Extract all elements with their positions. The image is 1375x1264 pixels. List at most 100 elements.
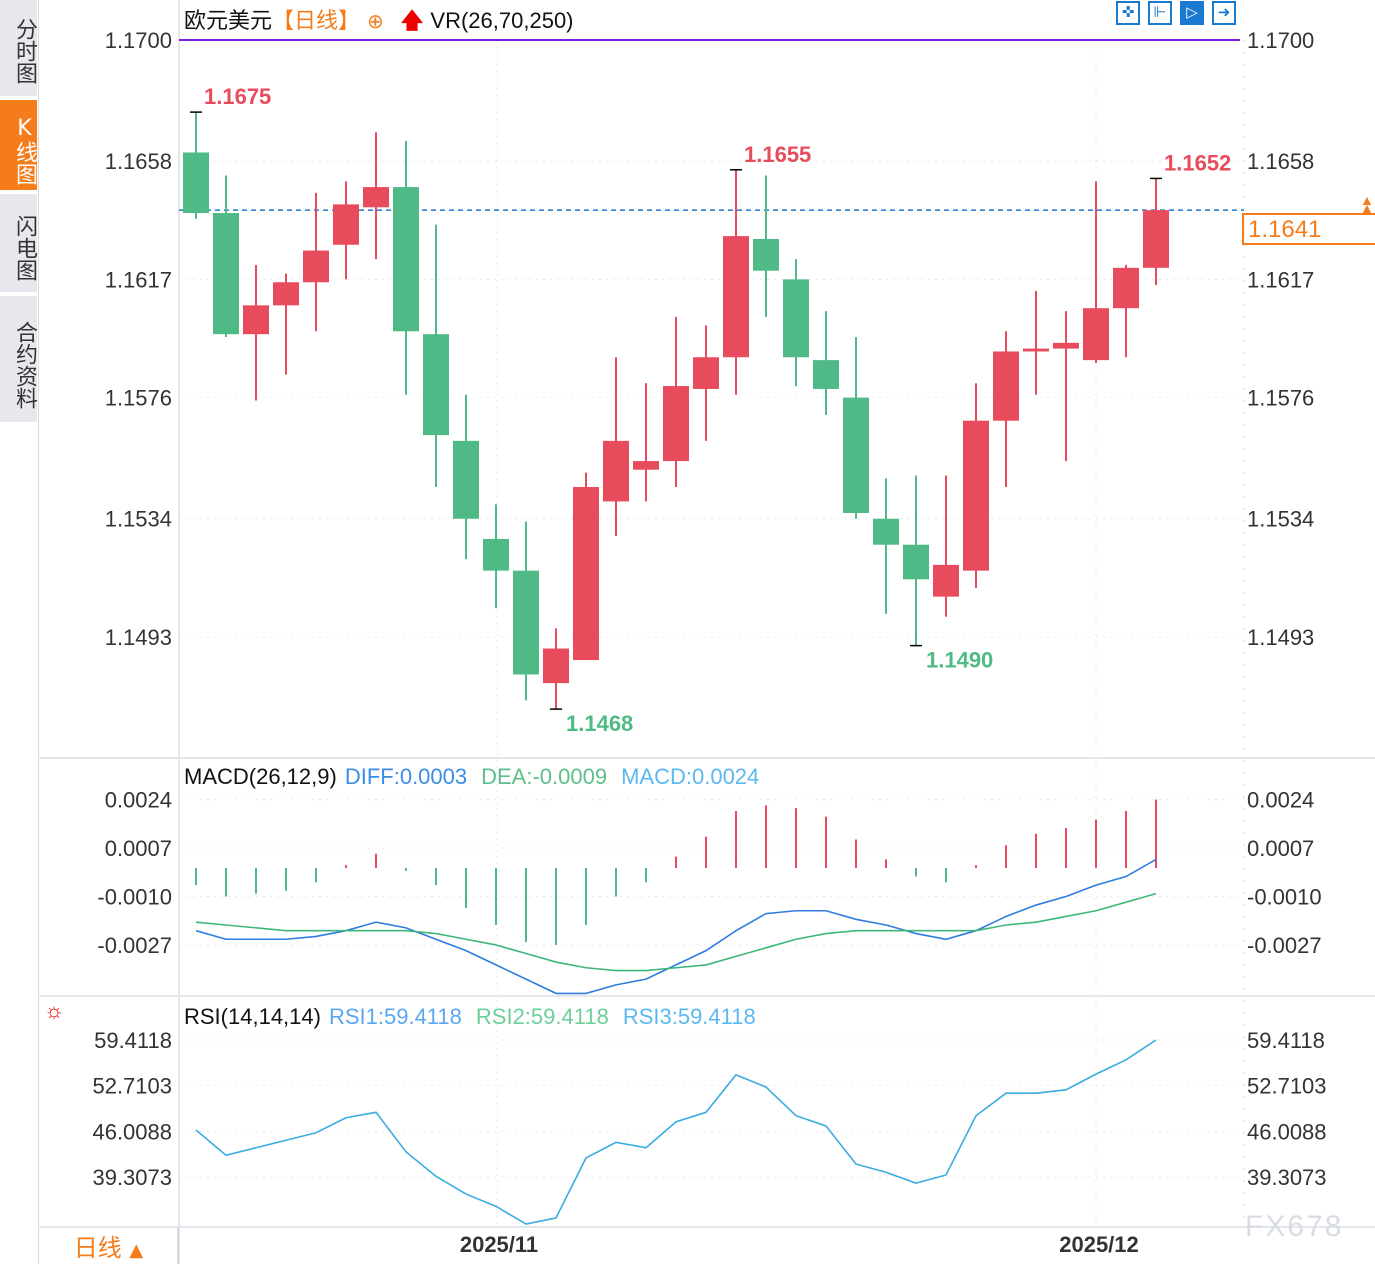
candle-body (933, 564, 959, 597)
candle-body (1143, 210, 1169, 268)
x-tick-label: 2025/12 (1059, 1232, 1139, 1257)
y-tick-label: -0.0027 (97, 933, 172, 958)
high-price-label: 1.1652 (1164, 150, 1231, 175)
macd-dea-value: DEA:-0.0009 (481, 764, 608, 789)
candle-body (243, 305, 269, 335)
candle-body (573, 487, 599, 661)
low-price-label: 1.1468 (566, 711, 633, 736)
symbol-title: 欧元美元 (184, 9, 273, 34)
y-tick-label: 39.3073 (1247, 1165, 1327, 1190)
y-tick-label: -0.0010 (1247, 885, 1322, 910)
candle-body (663, 386, 689, 462)
y-tick-label: 46.0088 (92, 1119, 172, 1144)
macd-dea-line (195, 892, 1157, 972)
y-tick-label: 1.1617 (105, 267, 172, 292)
candle-body (1023, 348, 1049, 352)
candle-body (873, 518, 899, 545)
macd-title: MACD(26,12,9) (184, 764, 337, 789)
period-button[interactable]: 日线 ▲ (40, 1228, 179, 1264)
macd-macd-value: MACD:0.0024 (621, 764, 760, 789)
period-label: 【日线】 (272, 9, 361, 34)
candle-body (453, 440, 479, 519)
y-tick-label: 1.1658 (105, 149, 172, 174)
macd-diff-value: DIFF:0.0003 (344, 764, 468, 789)
watermark: FX678 (1245, 1210, 1344, 1243)
y-tick-label: 0.0007 (1247, 836, 1314, 861)
sidebar: 分时图 K线图 闪电图 合约资料 (0, 0, 39, 1264)
rsi3-value: RSI3:59.4118 (622, 1004, 756, 1029)
high-price-label: 1.1675 (204, 84, 271, 109)
circle-plus-icon[interactable]: ⊕ (367, 9, 384, 33)
red-up-arrow-icon[interactable]: 🡅 (400, 9, 424, 34)
candle-body (393, 187, 419, 332)
candle-body (513, 570, 539, 675)
candle-body (693, 357, 719, 389)
high-price-label: 1.1655 (744, 142, 811, 167)
y-tick-label: 39.3073 (92, 1165, 172, 1190)
y-tick-label: -0.0027 (1247, 933, 1322, 958)
y-tick-label: 1.1700 (1247, 28, 1314, 53)
candle-body (333, 204, 359, 245)
candle-body (903, 544, 929, 580)
candle-body (603, 440, 629, 502)
chart-header: 欧元美元【日线】 ⊕ 🡅 VR(26,70,250) (184, 3, 574, 42)
y-tick-label: 1.1534 (105, 507, 172, 532)
candle-body (993, 351, 1019, 421)
candle-body (813, 360, 839, 389)
low-price-label: 1.1490 (926, 648, 993, 673)
y-tick-label: 0.0024 (105, 788, 172, 813)
y-tick-label: 59.4118 (94, 1028, 172, 1053)
macd-diff-line (195, 858, 1157, 995)
tab-flash-chart[interactable]: 闪电图 (0, 194, 37, 294)
candle-body (633, 461, 659, 470)
fit-left-icon[interactable]: ⊩ (1148, 1, 1172, 25)
tab-contract-info[interactable]: 合约资料 (0, 296, 37, 424)
y-tick-label: 1.1493 (1247, 625, 1314, 650)
candle-body (273, 282, 299, 306)
rsi2-value: RSI2:59.4118 (475, 1004, 609, 1029)
y-tick-label: 59.4118 (1247, 1028, 1325, 1053)
candle-body (543, 648, 569, 684)
tab-k-chart[interactable]: K线图 (0, 100, 37, 192)
triangle-up-icon: ▲ (129, 1240, 144, 1261)
candle-body (963, 420, 989, 571)
candle-body (1083, 308, 1109, 361)
y-tick-label: 52.7103 (1247, 1074, 1327, 1099)
rsi-title: RSI(14,14,14) (184, 1004, 321, 1029)
y-tick-label: -0.0010 (97, 885, 172, 910)
y-tick-label: 1.1493 (105, 625, 172, 650)
scroll-right-icon[interactable]: ➜ (1212, 1, 1236, 25)
candle-body (303, 250, 329, 283)
current-price-label: 1.1641 (1242, 213, 1375, 245)
tab-time-chart[interactable]: 分时图 (0, 0, 37, 98)
y-tick-label: 1.1617 (1247, 267, 1314, 292)
vr-indicator-label: VR(26,70,250) (430, 8, 574, 33)
candle-body (753, 238, 779, 271)
y-tick-label: 0.0007 (105, 836, 172, 861)
y-tick-label: 52.7103 (92, 1074, 172, 1099)
y-tick-label: 1.1700 (105, 28, 172, 53)
period-button-label: 日线 (73, 1234, 122, 1262)
candle-body (1113, 267, 1139, 309)
y-tick-label: 1.1658 (1247, 149, 1314, 174)
candle-body (483, 538, 509, 571)
y-tick-label: 46.0088 (1247, 1119, 1327, 1144)
candle-body (783, 279, 809, 358)
zoom-range-icon[interactable]: ▷ (1180, 1, 1204, 25)
y-tick-label: 1.1534 (1247, 507, 1314, 532)
indicator-settings-icon[interactable]: ☼ (44, 998, 65, 1023)
candle-body (1053, 342, 1079, 349)
crosshair-icon[interactable]: ✜ (1116, 1, 1140, 25)
double-up-arrow-icon[interactable]: ▲ ▲ (1360, 192, 1374, 216)
candle-body (363, 187, 389, 208)
candle-body (213, 213, 239, 335)
rsi-legend: RSI(14,14,14) RSI1:59.4118 RSI2:59.4118 RSI… (184, 1004, 770, 1030)
y-tick-label: 1.1576 (1247, 386, 1314, 411)
candle-body (723, 236, 749, 358)
macd-legend: MACD(26,12,9) DIFF:0.0003 DEA:-0.0009 MACD:… (184, 764, 773, 790)
rsi1-value: RSI1:59.4118 (328, 1004, 462, 1029)
candle-body (183, 152, 209, 214)
y-tick-label: 1.1576 (105, 386, 172, 411)
